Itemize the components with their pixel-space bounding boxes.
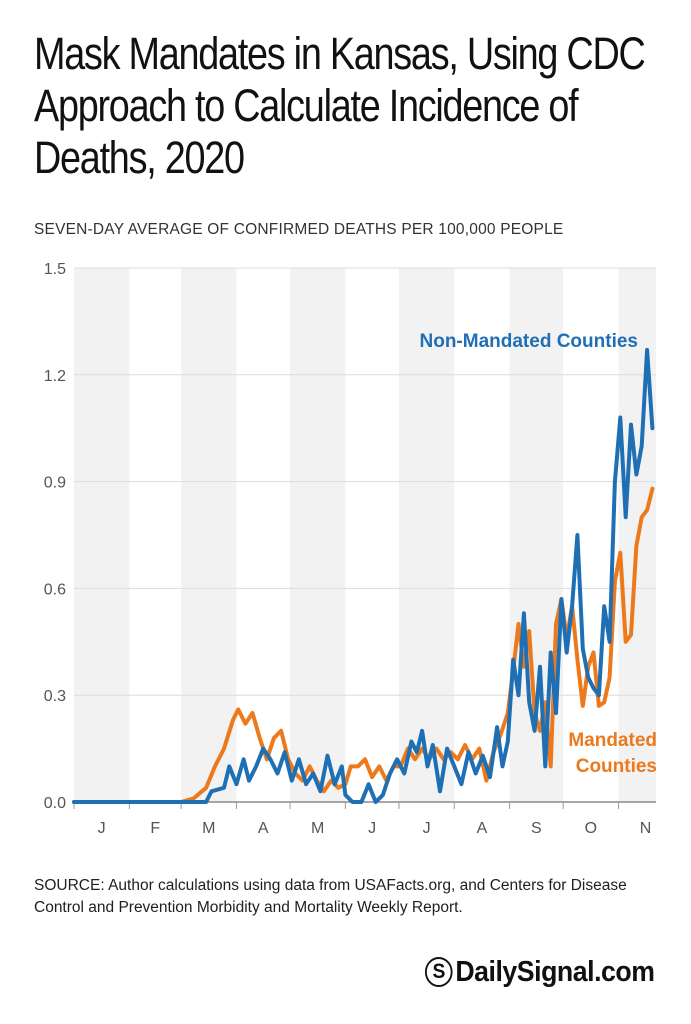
page-title: Mask Mandates in Kansas, Using CDC Appro…	[34, 28, 646, 183]
y-tick-label: 0.0	[44, 795, 66, 812]
series-lines	[72, 347, 655, 804]
month-band	[290, 268, 346, 802]
brand-symbol: S	[425, 957, 454, 987]
x-tick-label: O	[585, 820, 597, 837]
x-tick-label: S	[531, 820, 542, 837]
y-tick-label: 1.2	[44, 368, 66, 385]
y-axis-label: SEVEN-DAY AVERAGE OF CONFIRMED DEATHS PE…	[34, 221, 564, 238]
y-tick-labels: 0.0 0.3 0.6 0.9 1.2 1.5	[44, 261, 66, 812]
brand-logo: S DailySignal.com	[425, 956, 655, 989]
month-band	[74, 268, 130, 802]
y-tick-label: 1.5	[44, 261, 66, 278]
x-tick-label: A	[477, 820, 488, 837]
line-chart: 0.0 0.3 0.6 0.9 1.2 1.5 J F M A M J J A S O N Non-Manda…	[44, 261, 658, 837]
x-tick-label: M	[311, 820, 324, 837]
x-tick-label: J	[423, 820, 431, 837]
series-label: Mandated	[568, 730, 657, 751]
x-tick-label: A	[258, 820, 269, 837]
x-tick-label: J	[98, 820, 106, 837]
y-tick-label: 0.6	[44, 581, 66, 598]
y-tick-label: 0.9	[44, 475, 66, 492]
series-label: Counties	[576, 756, 657, 777]
brand-name: DailySignal.com	[455, 956, 656, 988]
series-label: Non-Mandated Counties	[420, 331, 639, 352]
series-labels: Non-Mandated Counties Mandated Counties	[420, 331, 658, 777]
source-note: SOURCE: Author calculations using data f…	[34, 877, 627, 916]
x-tick-label: J	[368, 820, 376, 837]
x-tick-label: N	[640, 820, 652, 837]
x-tick-label: F	[150, 820, 160, 837]
month-band	[181, 268, 237, 802]
series-line	[72, 347, 655, 804]
month-band	[398, 268, 455, 802]
x-tick-label: M	[202, 820, 215, 837]
y-tick-label: 0.3	[44, 688, 66, 705]
